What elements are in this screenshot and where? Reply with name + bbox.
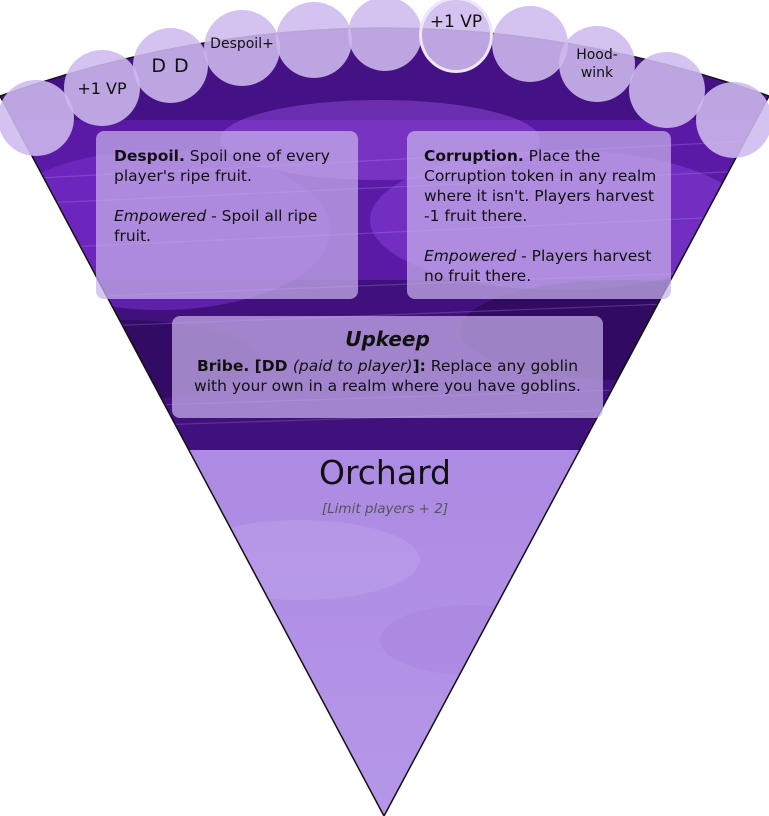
despoil-empowered-text: - Spoil all ripe fruit.	[114, 207, 318, 245]
track-space-7-label: +1 VP	[429, 12, 483, 32]
track-space-2-label: +1 VP	[77, 78, 127, 98]
corruption-empowered-text: - Players harvest no fruit there.	[424, 247, 652, 285]
despoil-name: Despoil.	[114, 147, 185, 165]
upkeep-heading: Upkeep	[345, 327, 430, 351]
track-space-9[interactable]: Hood- wink	[559, 26, 635, 102]
despoil-empowered-label: Empowered	[114, 207, 207, 225]
track-space-8[interactable]	[492, 6, 568, 82]
track-space-3[interactable]: D D	[133, 28, 208, 103]
upkeep-bribe-description: Replace any goblin with your own in a re…	[194, 357, 581, 395]
despoil-text: Despoil. Spoil one of every player's rip…	[114, 146, 348, 186]
despoil-ability-box: Despoil. Spoil one of every player's rip…	[96, 131, 358, 299]
upkeep-bribe-name: Bribe. [DD	[196, 357, 293, 375]
despoil-description: Spoil one of every player's ripe fruit.	[114, 147, 330, 185]
track-space-4[interactable]: Despoil+	[204, 10, 280, 86]
track-space-9-label: Hood- wink	[576, 47, 618, 81]
despoil-empowered: Empowered - Spoil all ripe fruit.	[114, 206, 348, 246]
upkeep-bribe-note: (paid to player)	[292, 357, 413, 375]
realm-limit: [Limit players + 2]	[321, 501, 449, 517]
track-space-10[interactable]	[629, 52, 705, 128]
corruption-text: Corruption. Place the Corruption token i…	[424, 146, 661, 226]
realm-title: Orchard	[318, 453, 452, 492]
corruption-empowered-label: Empowered	[424, 247, 517, 265]
track-space-2[interactable]: +1 VP	[64, 50, 140, 126]
corruption-empowered: Empowered - Players harvest no fruit the…	[424, 246, 661, 286]
track-space-1[interactable]	[0, 80, 74, 156]
track-space-4-label: Despoil+	[210, 36, 274, 52]
track-space-11[interactable]	[696, 82, 769, 158]
upkeep-bribe-close: ]:	[412, 357, 426, 375]
corruption-name: Corruption.	[424, 147, 524, 165]
upkeep-box: Upkeep Bribe. [DD (paid to player)]: Rep…	[172, 316, 603, 418]
track-space-5[interactable]	[276, 2, 352, 78]
track-space-7[interactable]: +1 VP	[419, 0, 493, 73]
corruption-ability-box: Corruption. Place the Corruption token i…	[407, 131, 671, 299]
corruption-description: Place the Corruption token in any realm …	[424, 147, 657, 225]
upkeep-text: Bribe. [DD (paid to player)]: Replace an…	[182, 356, 593, 396]
track-space-6[interactable]	[348, 0, 422, 71]
track-space-3-label: D D	[151, 54, 190, 77]
